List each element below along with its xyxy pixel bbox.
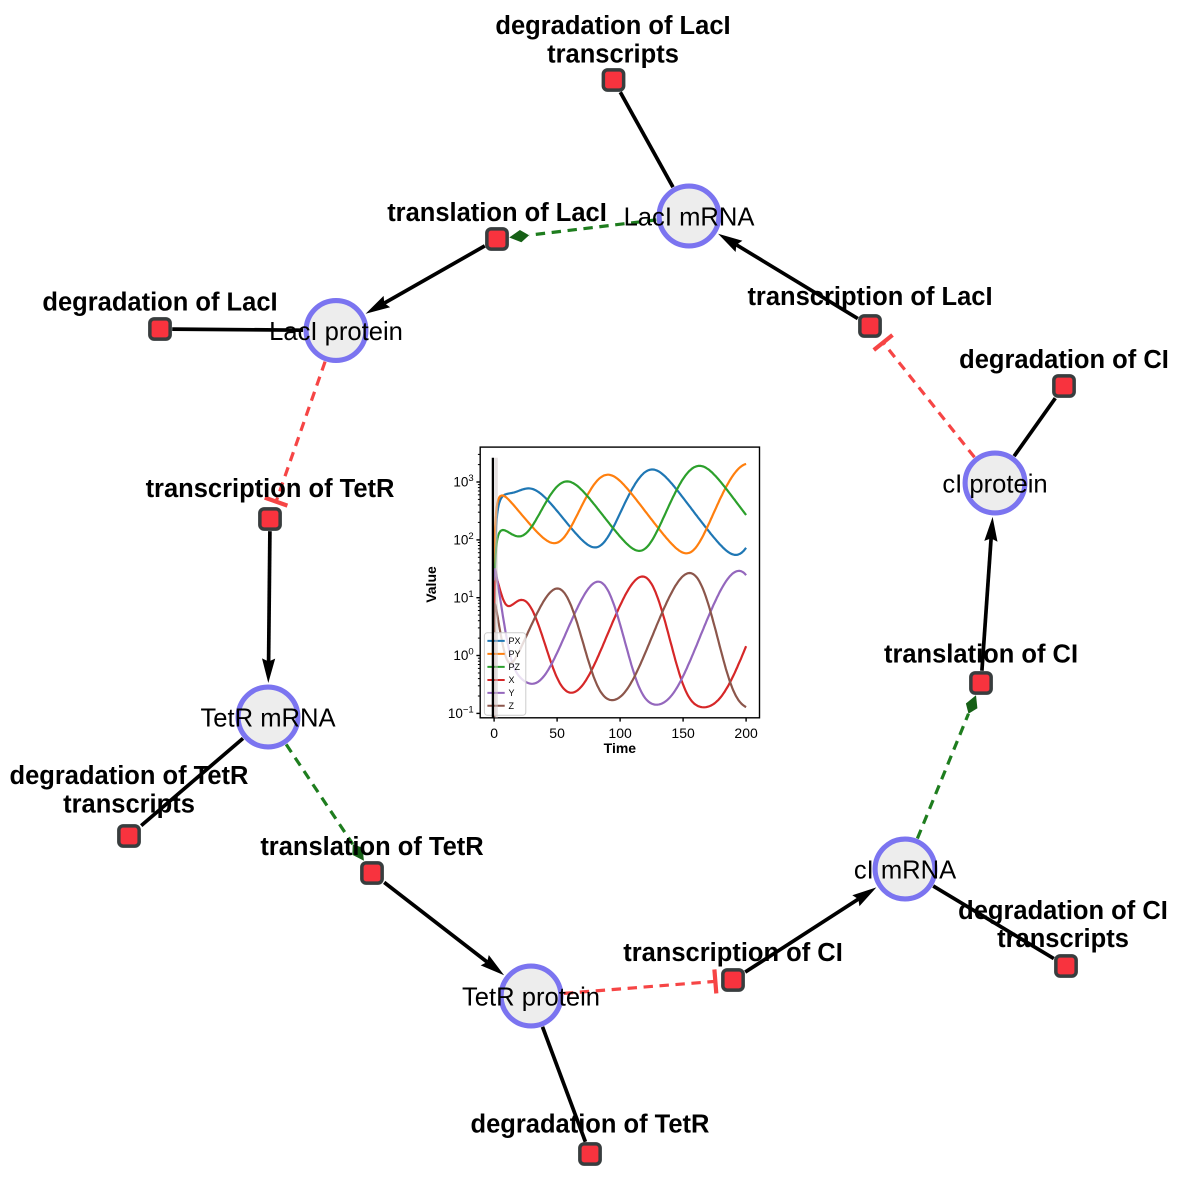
svg-text:TetR mRNA: TetR mRNA xyxy=(200,705,336,733)
svg-text:translation of LacI: translation of LacI xyxy=(387,199,607,227)
svg-text:degradation of LacI: degradation of LacI xyxy=(42,289,277,317)
svg-text:transcription of TetR: transcription of TetR xyxy=(146,475,395,503)
svg-text:degradation of CI: degradation of CI xyxy=(959,346,1169,374)
svg-text:transcripts: transcripts xyxy=(63,791,195,819)
svg-text:Value: Value xyxy=(423,566,439,603)
svg-text:TetR protein: TetR protein xyxy=(462,984,600,1012)
svg-text:200: 200 xyxy=(734,725,758,741)
svg-text:50: 50 xyxy=(549,725,565,741)
svg-text:LacI protein: LacI protein xyxy=(269,318,403,346)
svg-text:0: 0 xyxy=(490,725,498,741)
svg-text:transcripts: transcripts xyxy=(547,41,679,69)
svg-text:150: 150 xyxy=(671,725,695,741)
svg-text:transcription of CI: transcription of CI xyxy=(623,939,843,967)
svg-text:translation of CI: translation of CI xyxy=(884,641,1078,669)
svg-text:PY: PY xyxy=(509,649,521,659)
svg-text:Z: Z xyxy=(509,701,515,711)
svg-text:PZ: PZ xyxy=(509,662,521,672)
svg-text:cI protein: cI protein xyxy=(942,471,1047,499)
svg-text:transcripts: transcripts xyxy=(997,925,1129,953)
svg-text:PX: PX xyxy=(509,636,521,646)
svg-text:LacI mRNA: LacI mRNA xyxy=(624,204,756,232)
svg-text:transcription of LacI: transcription of LacI xyxy=(747,283,992,311)
svg-text:degradation of LacI: degradation of LacI xyxy=(495,12,730,40)
svg-text:Time: Time xyxy=(604,740,637,756)
svg-text:X: X xyxy=(509,675,515,685)
svg-text:Y: Y xyxy=(509,688,515,698)
svg-text:cI mRNA: cI mRNA xyxy=(854,857,957,885)
svg-text:degradation of CI: degradation of CI xyxy=(958,897,1168,925)
svg-text:degradation of TetR: degradation of TetR xyxy=(10,762,249,790)
svg-text:100: 100 xyxy=(608,725,632,741)
svg-text:degradation of TetR: degradation of TetR xyxy=(471,1111,710,1139)
svg-text:translation of TetR: translation of TetR xyxy=(260,833,483,861)
